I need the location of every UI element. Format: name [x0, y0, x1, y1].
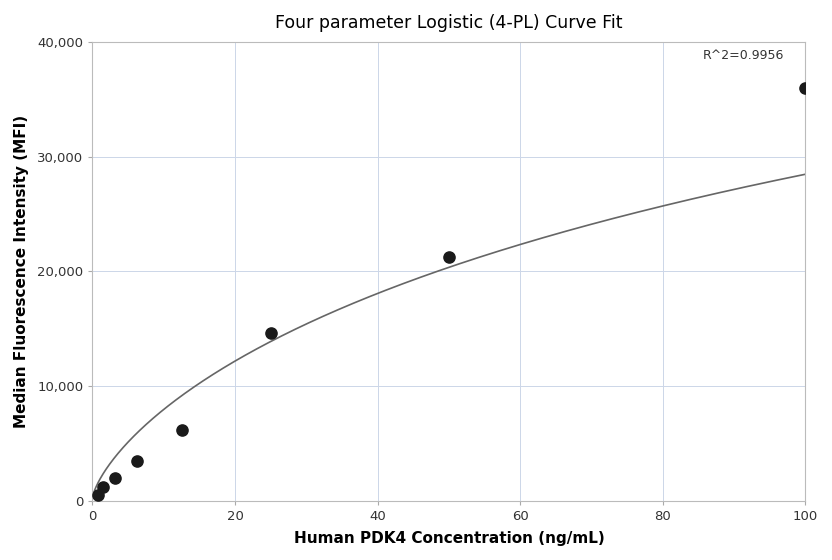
X-axis label: Human PDK4 Concentration (ng/mL): Human PDK4 Concentration (ng/mL)	[294, 531, 604, 546]
Point	[264, 329, 277, 338]
Title: Four parameter Logistic (4-PL) Curve Fit: Four parameter Logistic (4-PL) Curve Fit	[275, 14, 622, 32]
Point	[175, 425, 188, 434]
Y-axis label: Median Fluorescence Intensity (MFI): Median Fluorescence Intensity (MFI)	[14, 115, 29, 428]
Point	[443, 253, 456, 262]
Point	[799, 83, 812, 92]
Point	[92, 491, 105, 500]
Text: R^2=0.9956: R^2=0.9956	[703, 49, 784, 62]
Point	[97, 483, 110, 492]
Point	[108, 473, 121, 482]
Point	[131, 456, 144, 465]
